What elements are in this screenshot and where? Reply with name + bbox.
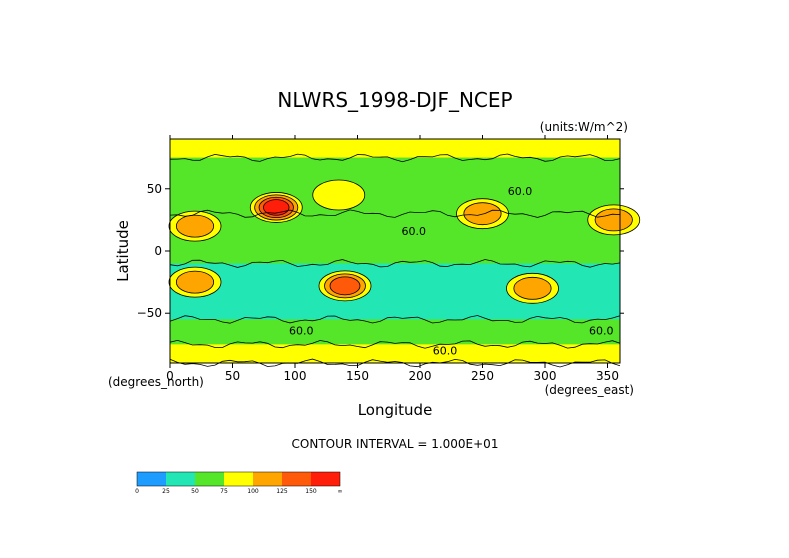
contour-line [169, 339, 621, 349]
hotspots [168, 179, 641, 304]
contour-label: 60.0 [402, 225, 427, 238]
hotspot-contour [329, 276, 361, 296]
x-tick-label: 200 [409, 369, 432, 383]
y-tick-label: 50 [147, 182, 162, 196]
hotspot-contour [263, 199, 290, 216]
colorbar-swatch [311, 472, 340, 486]
colorbar-swatch [224, 472, 253, 486]
colorbar-border [136, 471, 341, 487]
x-axis-ticks: 0 50 100 150 200 250 300 350 [166, 135, 619, 383]
field-bands [170, 139, 620, 363]
colorbar-swatch [137, 472, 166, 486]
contour-line [169, 315, 621, 324]
contour-interval-text: CONTOUR INTERVAL = 1.000E+01 [292, 437, 499, 451]
x-unit-label: (degrees_east) [545, 383, 634, 397]
field-band [170, 213, 620, 264]
contour-label: 60.0 [508, 185, 533, 198]
colorbar-level-label: 0 [135, 488, 139, 495]
y-unit-label: (degrees_north) [108, 375, 204, 389]
contour-label: 60.0 [289, 324, 314, 337]
contour-line [169, 358, 621, 368]
hotspot-contour [312, 179, 366, 211]
x-tick-label: 250 [471, 369, 494, 383]
y-tick-label: 0 [154, 244, 162, 258]
field-band [170, 157, 620, 214]
colorbar-level-label: 25 [162, 488, 170, 495]
contour-line [169, 259, 621, 268]
x-tick-label: 50 [225, 369, 240, 383]
field-band [170, 344, 620, 363]
x-tick-label: 350 [596, 369, 619, 383]
y-axis-ticks: 50 0 −50 [137, 182, 624, 320]
y-tick-label: −50 [137, 306, 162, 320]
contour-labels: 60.0 60.0 60.0 60.0 60.0 [289, 185, 614, 357]
colorbar-legend: 0 25 50 75 100 125 150 ∞ [135, 471, 343, 495]
hotspot-contour [594, 208, 633, 232]
contour-plot-area: 60.0 60.0 60.0 60.0 60.0 [168, 138, 641, 368]
hotspot-contour [175, 270, 215, 294]
colorbar-swatch [253, 472, 282, 486]
colorbar-level-label: ∞ [338, 488, 343, 495]
colorbar-level-label: 125 [276, 488, 288, 495]
chart-title: NLWRS_1998-DJF_NCEP [277, 88, 512, 112]
x-tick-label: 0 [166, 369, 174, 383]
field-band [170, 319, 620, 345]
hotspot-contour [513, 276, 552, 300]
colorbar-swatch [166, 472, 195, 486]
hotspot-contour [463, 202, 502, 226]
hotspot-contour [175, 214, 215, 238]
contour-label: 60.0 [433, 344, 458, 357]
x-tick-label: 300 [534, 369, 557, 383]
colorbar-level-label: 150 [305, 488, 317, 495]
colorbar-level-label: 50 [191, 488, 199, 495]
x-axis-label: Longitude [358, 401, 433, 419]
contour-line [169, 209, 621, 218]
contour-line [169, 153, 621, 163]
colorbar-level-label: 100 [247, 488, 259, 495]
contour-lines [169, 153, 621, 368]
x-tick-label: 150 [346, 369, 369, 383]
units-label: (units:W/m^2) [540, 120, 628, 134]
contour-label: 60.0 [589, 324, 614, 337]
x-tick-label: 100 [284, 369, 307, 383]
field-band [170, 139, 620, 158]
colorbar-level-label: 75 [220, 488, 228, 495]
colorbar-swatch [282, 472, 311, 486]
colorbar-swatch [195, 472, 224, 486]
y-axis-label: Latitude [114, 220, 132, 282]
